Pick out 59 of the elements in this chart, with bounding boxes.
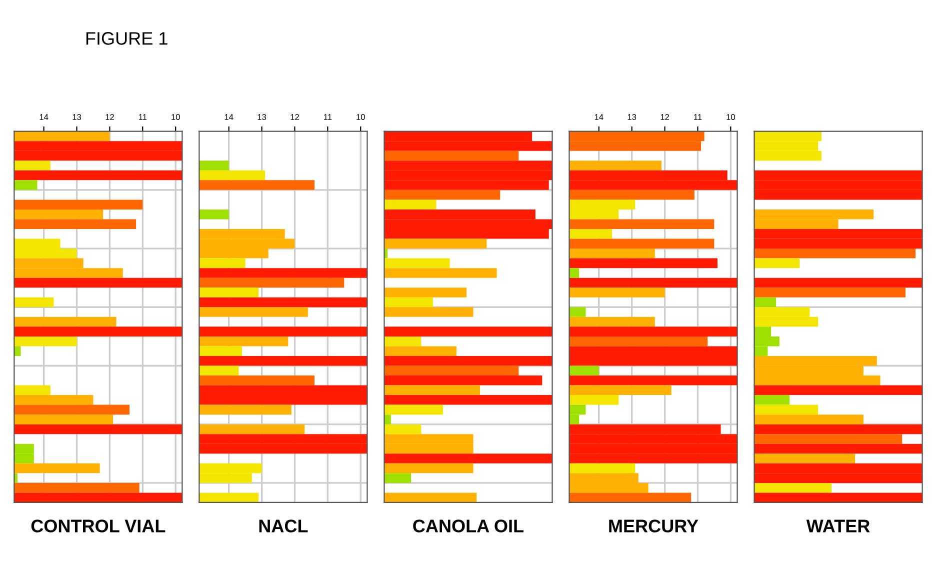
x-tick-label: 12 [106, 114, 114, 120]
bar [754, 258, 800, 268]
x-tick-label: 14 [40, 114, 48, 120]
bar [754, 424, 922, 434]
bar [754, 414, 864, 424]
bar [384, 258, 450, 268]
x-axis-title: CONTROL VIAL [31, 520, 166, 532]
bar [384, 326, 552, 336]
x-tick-label: 10 [726, 114, 735, 120]
x-axis-title: WATER [806, 520, 870, 532]
bar [384, 200, 436, 210]
x-tick-label: 11 [138, 114, 147, 120]
bar [754, 444, 922, 454]
bar [384, 492, 477, 502]
bar [384, 395, 552, 405]
bar [384, 356, 552, 366]
bar [384, 376, 542, 386]
bar [384, 336, 422, 346]
x-tick-label: 11 [324, 114, 332, 120]
x-tick-label: 10 [172, 114, 180, 120]
x-axis-title: CANOLA OIL [413, 520, 524, 532]
bar [384, 463, 474, 474]
x-tick-label: 14 [594, 114, 604, 120]
bar [754, 434, 902, 444]
x-tick-label: 11 [694, 114, 702, 120]
bar [754, 404, 818, 415]
bar [754, 395, 790, 405]
bar [384, 307, 474, 317]
x-tick-label: 13 [628, 114, 636, 120]
bar [384, 366, 519, 376]
x-tick-label: 14 [224, 114, 234, 120]
bar [754, 385, 922, 396]
x-tick-label: 13 [72, 114, 82, 120]
bar [384, 454, 552, 464]
bar [384, 473, 412, 483]
bar [384, 404, 444, 415]
x-tick-label: 13 [258, 114, 266, 120]
bar [754, 278, 922, 288]
bar [754, 454, 856, 464]
bar [384, 190, 500, 200]
bar [384, 424, 422, 434]
bar [384, 238, 487, 249]
x-axis-title: MERCURY [609, 520, 698, 532]
bar [754, 482, 832, 493]
bar [384, 297, 433, 308]
x-tick-label: 12 [290, 114, 299, 120]
bar [384, 414, 391, 424]
x-tick-label: 10 [356, 114, 365, 120]
x-axis-title: NACL [259, 520, 308, 532]
bar [384, 288, 467, 298]
bar [384, 346, 456, 356]
chart-title: FIGURE 1 [86, 32, 168, 45]
bar [754, 288, 906, 298]
bar [754, 297, 776, 308]
bar [754, 248, 916, 258]
bar [384, 268, 497, 278]
bar [384, 150, 519, 161]
x-tick-label: 12 [660, 114, 669, 120]
bar [384, 385, 480, 396]
